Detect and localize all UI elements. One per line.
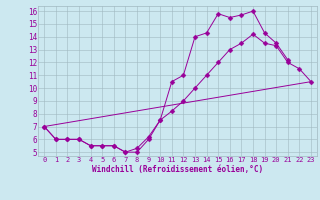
X-axis label: Windchill (Refroidissement éolien,°C): Windchill (Refroidissement éolien,°C) <box>92 165 263 174</box>
